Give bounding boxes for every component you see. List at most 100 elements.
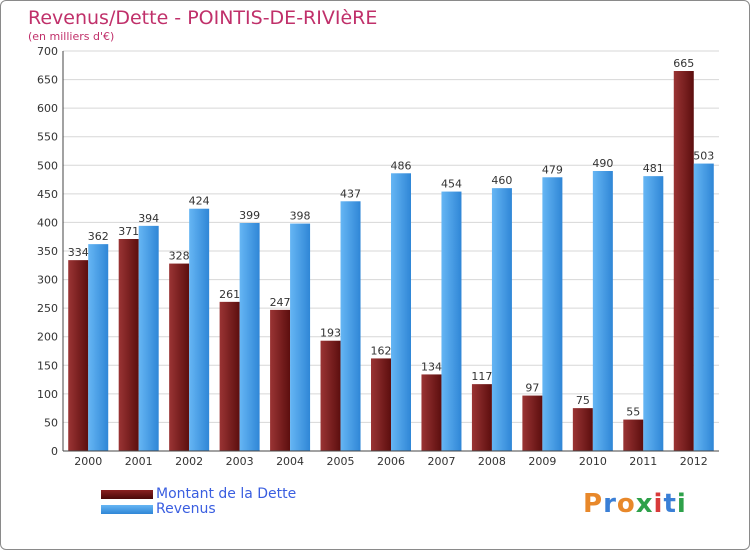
data-label-revenus: 486 [391,159,412,172]
bar-revenus [189,208,210,451]
chart-subtitle: (en milliers d'€) [28,30,115,43]
x-tick-label: 2010 [579,455,607,468]
y-tick-label: 250 [37,302,58,315]
data-label-dette: 665 [673,57,694,70]
y-tick-label: 150 [37,359,58,372]
data-label-revenus: 460 [491,174,512,187]
bar-dette [320,340,341,451]
data-label-dette: 334 [68,246,89,259]
bar-revenus [88,244,109,451]
data-label-revenus: 398 [290,210,311,223]
data-label-revenus: 424 [189,195,210,208]
bar-revenus [138,225,159,451]
x-tick-label: 2001 [125,455,153,468]
legend-label-revenus: Revenus [156,501,216,517]
data-label-dette: 55 [626,406,640,419]
bars [68,71,714,452]
y-tick-label: 700 [37,45,58,58]
data-label-revenus: 437 [340,187,361,200]
bar-revenus [239,223,260,451]
y-tick-label: 50 [44,416,58,429]
data-label-revenus: 394 [138,212,159,225]
bar-dette [623,419,644,451]
data-label-dette: 261 [219,288,240,301]
bar-revenus [441,191,462,452]
bar-revenus [643,176,664,451]
y-tick-label: 600 [37,102,58,115]
y-tick-label: 550 [37,131,58,144]
logo-letter: t [663,489,677,519]
bar-revenus [491,188,512,451]
bar-revenus [542,177,563,452]
bar-revenus [592,171,613,451]
bar-dette [219,301,240,451]
legend-swatch-dette [101,490,153,499]
bar-dette [421,374,442,451]
y-tick-label: 400 [37,216,58,229]
data-label-dette: 328 [169,250,190,263]
data-label-revenus: 490 [592,157,613,170]
proxiti-logo: Proxiti [583,489,687,519]
x-tick-label: 2006 [377,455,405,468]
bar-revenus [290,223,311,451]
x-axis: 2000 2001 2002 2003 2004 2005 2006 2007 2008 2009… [63,450,719,468]
y-axis: 0 50 100 150 200 250 300 350 400 450 500 550 600 650 7… [37,45,64,458]
data-label-dette: 134 [421,360,442,373]
bar-dette [673,71,694,451]
y-tick-label: 500 [37,159,58,172]
y-tick-label: 650 [37,74,58,87]
y-tick-label: 450 [37,188,58,201]
y-tick-label: 300 [37,274,58,287]
y-tick-label: 100 [37,388,58,401]
y-tick-label: 200 [37,331,58,344]
y-tick-label: 350 [37,245,58,258]
data-label-revenus: 362 [88,230,109,243]
logo-letter: i [653,489,664,519]
data-label-revenus: 479 [542,163,563,176]
bar-revenus [693,163,714,452]
x-tick-label: 2011 [629,455,657,468]
data-label-dette: 247 [270,296,291,309]
chart-title: Revenus/Dette - POINTIS-DE-RIVIèRE [28,7,378,29]
bar-dette [471,384,492,451]
data-label-dette: 117 [471,370,492,383]
data-label-revenus: 454 [441,178,462,191]
data-label-revenus: 503 [693,150,714,163]
bar-dette [118,239,139,451]
x-tick-label: 2000 [74,455,102,468]
bar-dette [522,395,543,451]
y-tick-label: 0 [51,445,58,458]
data-label-dette: 371 [118,225,139,238]
x-tick-label: 2012 [680,455,708,468]
x-tick-label: 2003 [226,455,254,468]
bar-dette [270,309,291,451]
bar-dette [572,408,593,451]
legend-swatch-revenus [101,505,153,514]
logo-letter: o [616,489,636,519]
data-label-revenus: 481 [643,162,664,175]
bar-revenus [340,201,361,451]
bar-dette [169,263,190,451]
data-label-dette: 193 [320,327,341,340]
bar-revenus [391,173,411,452]
logo-letter: i [676,489,687,519]
x-tick-label: 2007 [427,455,455,468]
x-tick-label: 2004 [276,455,304,468]
x-tick-label: 2002 [175,455,203,468]
logo-letter: P [583,489,604,519]
data-label-dette: 162 [371,344,392,357]
logo-letter: r [603,489,617,519]
bar-dette [68,260,89,451]
data-label-dette: 75 [576,394,590,407]
bar-dette [371,358,391,451]
logo-letter: x [635,489,654,519]
x-tick-label: 2008 [478,455,506,468]
x-tick-label: 2005 [327,455,355,468]
legend-label-dette: Montant de la Dette [156,486,297,502]
data-label-dette: 97 [525,382,539,395]
x-tick-label: 2009 [528,455,556,468]
data-label-revenus: 399 [239,209,260,222]
